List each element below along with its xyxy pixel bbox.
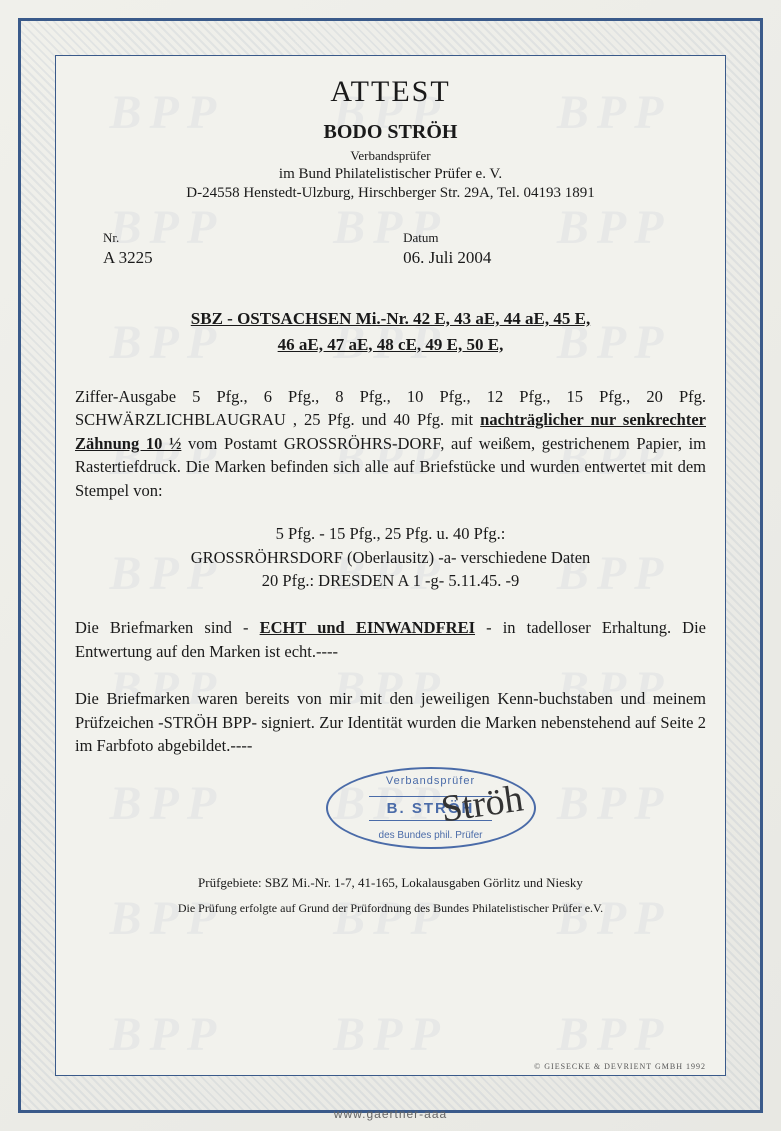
postmark-details: 5 Pfg. - 15 Pfg., 25 Pfg. u. 40 Pfg.: GR…: [75, 522, 706, 592]
postmark-line1: 5 Pfg. - 15 Pfg., 25 Pfg. u. 40 Pfg.:: [75, 522, 706, 545]
certificate-document: BPPBPPBPP BPPBPPBPP BPPBPPBPP BPPBPPBPP …: [0, 0, 781, 1131]
stamp-signature-area: Verbandsprüfer B. STRÖH des Bundes phil.…: [75, 767, 706, 857]
subject-line2: 46 aE, 47 aE, 48 cE, 49 E, 50 E,: [278, 335, 504, 354]
date-label: Datum: [403, 230, 706, 246]
examiner-org: im Bund Philatelistischer Prüfer e. V.: [75, 166, 706, 183]
examiner-name: BODO STRÖH: [75, 121, 706, 144]
postmark-line2: GROSSRÖHRSDORF (Oberlausitz) -a- verschi…: [75, 546, 706, 569]
verdict-emphasis: ECHT und EINWANDFREI: [260, 618, 475, 637]
nr-value: A 3225: [103, 248, 403, 268]
meta-date: Datum 06. Juli 2004: [403, 230, 706, 268]
verdict-pre: Die Briefmarken sind -: [75, 618, 260, 637]
certificate-title: ATTEST: [75, 75, 706, 109]
stamp-bottom-text: des Bundes phil. Prüfer: [379, 830, 483, 841]
date-value: 06. Juli 2004: [403, 248, 706, 268]
printer-credit: © GIESECKE & DEVRIENT GMBH 1992: [534, 1062, 706, 1071]
meta-number: Nr. A 3225: [75, 230, 403, 268]
legal-notice: Die Prüfung erfolgte auf Grund der Prüfo…: [75, 901, 706, 916]
signature-paragraph: Die Briefmarken waren bereits von mir mi…: [75, 687, 706, 757]
examiner-title: Verbandsprüfer: [75, 148, 706, 164]
nr-label: Nr.: [103, 230, 403, 246]
watermark-url: www.gaertner-aaa: [334, 1107, 447, 1121]
postmark-line3: 20 Pfg.: DRESDEN A 1 -g- 5.11.45. -9: [75, 569, 706, 592]
examiner-address: D-24558 Henstedt-Ulzburg, Hirschberger S…: [75, 185, 706, 202]
description-paragraph: Ziffer-Ausgabe 5 Pfg., 6 Pfg., 8 Pfg., 1…: [75, 385, 706, 502]
content-area: ATTEST BODO STRÖH Verbandsprüfer im Bund…: [75, 75, 706, 1056]
meta-row: Nr. A 3225 Datum 06. Juli 2004: [75, 230, 706, 268]
verdict-paragraph: Die Briefmarken sind - ECHT und EINWANDF…: [75, 616, 706, 663]
subject-heading: SBZ - OSTSACHSEN Mi.-Nr. 42 E, 43 aE, 44…: [75, 306, 706, 357]
examination-areas: Prüfgebiete: SBZ Mi.-Nr. 1-7, 41-165, Lo…: [75, 875, 706, 891]
subject-line1: SBZ - OSTSACHSEN Mi.-Nr. 42 E, 43 aE, 44…: [191, 309, 590, 328]
